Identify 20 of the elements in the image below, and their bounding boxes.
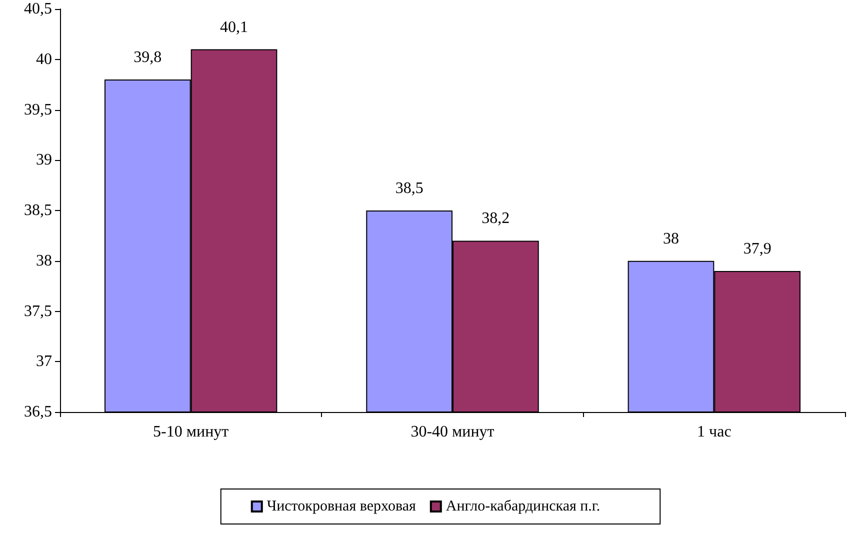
x-tick-label: 1 час [697,424,732,440]
x-tick-label: 5-10 минут [153,424,229,440]
data-label: 38 [662,230,679,248]
y-tick-label: 37 [36,353,52,370]
data-label: 40,1 [220,18,248,36]
y-tick-label: 39 [36,152,52,169]
data-label: 39,8 [134,49,162,66]
legend-label: Англо-кабардинская п.г. [446,498,600,514]
data-label: 38,5 [395,180,424,197]
y-tick-label: 40 [36,50,52,68]
legend-label: Чистокровная верховая [266,498,416,514]
y-tick-label: 37,5 [24,302,52,320]
data-label: 38,2 [482,210,510,228]
data-label: 37,9 [743,240,772,258]
y-tick-label: 38,5 [24,202,52,219]
x-tick-label: 30-40 минут [410,424,494,440]
y-tick-label: 38 [36,252,52,270]
y-tick-label: 40,5 [24,0,52,18]
y-tick-label: 39,5 [24,101,52,118]
y-tick-label: 36,5 [24,404,52,420]
